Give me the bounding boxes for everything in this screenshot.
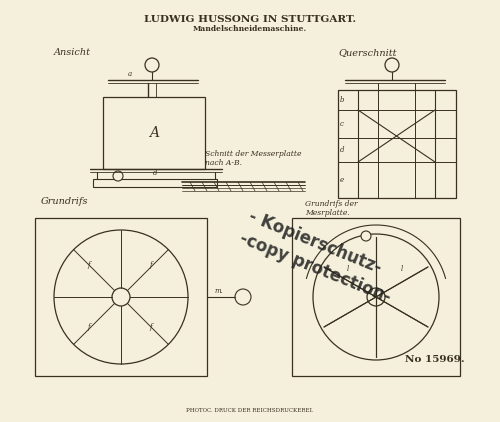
- Text: -copy protection-: -copy protection-: [237, 230, 393, 306]
- Text: No 15969.: No 15969.: [405, 355, 465, 364]
- Circle shape: [361, 231, 371, 241]
- Text: PHOTOC. DRUCK DER REICHSDRUCKEREI.: PHOTOC. DRUCK DER REICHSDRUCKEREI.: [186, 408, 314, 413]
- Text: Grundrifs: Grundrifs: [41, 197, 89, 206]
- Text: LUDWIG HUSSONG IN STUTTGART.: LUDWIG HUSSONG IN STUTTGART.: [144, 15, 356, 24]
- Text: d: d: [153, 169, 157, 177]
- Text: l: l: [347, 265, 349, 273]
- Circle shape: [113, 171, 123, 181]
- Text: m.: m.: [214, 287, 224, 295]
- Text: e: e: [340, 176, 344, 184]
- Circle shape: [385, 58, 399, 72]
- Circle shape: [313, 234, 439, 360]
- Text: Ansicht: Ansicht: [54, 48, 90, 57]
- Text: l: l: [401, 265, 403, 273]
- Text: A: A: [149, 126, 159, 140]
- Text: a: a: [128, 70, 132, 78]
- Circle shape: [235, 289, 251, 305]
- Text: f: f: [88, 261, 90, 269]
- Text: Grundrifs der
Mesrplatte.: Grundrifs der Mesrplatte.: [305, 200, 358, 217]
- Text: Querschnitt: Querschnitt: [339, 48, 397, 57]
- Text: c: c: [340, 120, 344, 128]
- Bar: [292, 218, 460, 376]
- Text: Mandelschneidemaschine.: Mandelschneidemaschine.: [193, 25, 307, 33]
- Bar: [93, 179, 217, 187]
- Text: f: f: [150, 261, 152, 269]
- Circle shape: [54, 230, 188, 364]
- Bar: [103, 97, 205, 169]
- Bar: [338, 90, 456, 198]
- Bar: [35, 218, 207, 376]
- Text: f: f: [88, 323, 90, 331]
- Text: d: d: [340, 146, 344, 154]
- Text: Schnitt der Messerplatte
nach A-B.: Schnitt der Messerplatte nach A-B.: [205, 150, 302, 167]
- Circle shape: [112, 288, 130, 306]
- Text: f: f: [150, 323, 152, 331]
- Circle shape: [367, 288, 385, 306]
- Text: - Kopierschutz-: - Kopierschutz-: [246, 207, 384, 277]
- Circle shape: [145, 58, 159, 72]
- Text: b: b: [340, 96, 344, 104]
